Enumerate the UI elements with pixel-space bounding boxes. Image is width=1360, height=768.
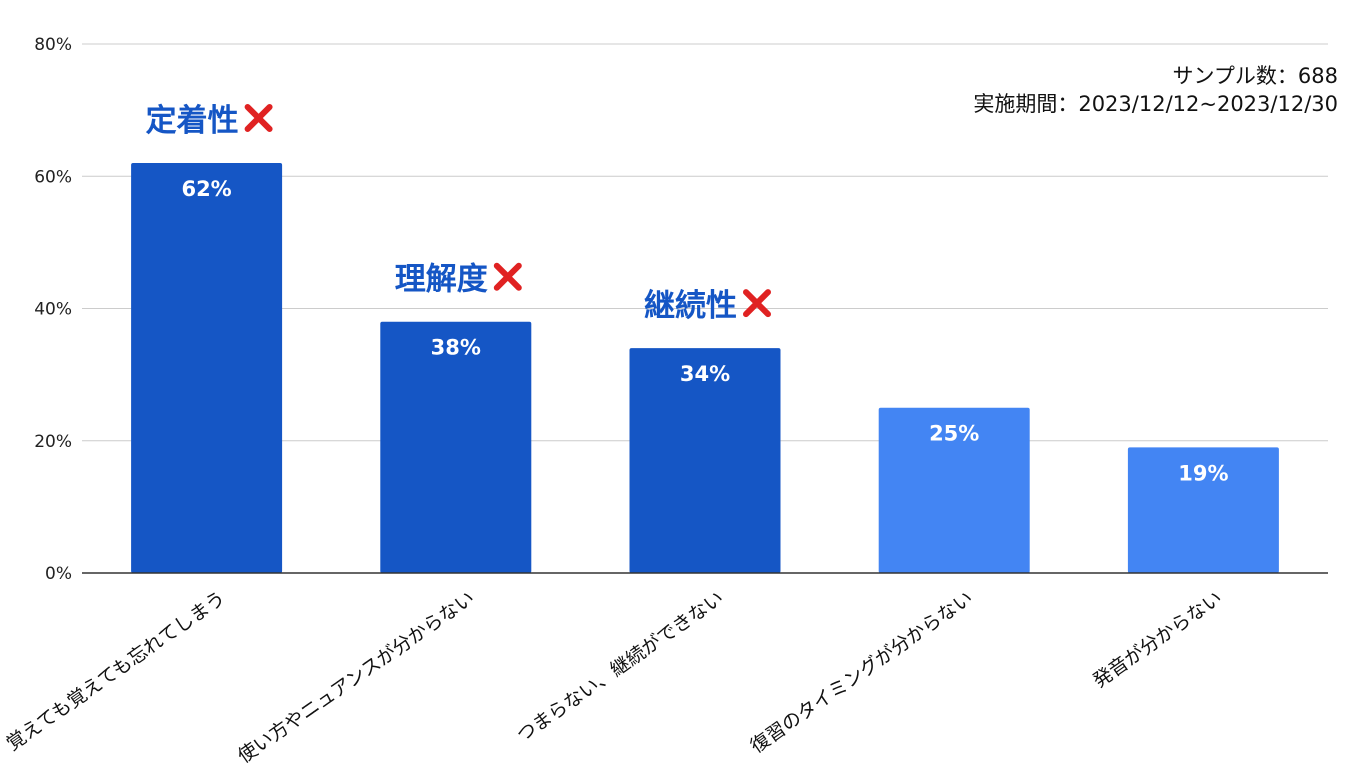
sample-size-label: サンプル数：688 <box>1172 64 1338 88</box>
cross-icon <box>743 289 771 318</box>
bar-value-labels: 62% 38% 34% 25% 19% <box>181 177 1228 485</box>
bar-value-label: 34% <box>680 362 730 386</box>
x-category-label: 使い方やニュアンスが分からない <box>234 587 479 768</box>
annotation-label: 定着性 <box>146 103 239 139</box>
survey-info: サンプル数：688 実施期間：2023/12/12~2023/12/30 <box>973 62 1338 118</box>
y-tick-label: 20% <box>34 432 72 452</box>
bar <box>380 321 532 573</box>
cross-icon <box>493 262 522 291</box>
annotation-label: 継続性 <box>644 288 737 324</box>
bar-value-label: 25% <box>929 422 979 446</box>
bar <box>629 348 781 573</box>
bars <box>131 163 1279 573</box>
bar-value-label: 62% <box>181 177 231 201</box>
bar-annotation: 定着性 <box>146 103 273 139</box>
bar <box>878 407 1030 573</box>
bar-annotation: 継続性 <box>644 288 771 324</box>
x-category-label: 復習のタイミングが分からない <box>747 587 978 758</box>
y-tick-label: 60% <box>34 167 72 187</box>
y-tick-label: 0% <box>45 564 72 584</box>
cross-icon <box>244 104 273 133</box>
annotation-label: 理解度 <box>395 262 488 298</box>
bar-value-label: 38% <box>431 336 481 360</box>
y-tick-label: 40% <box>34 300 72 320</box>
bar-annotation: 理解度 <box>395 262 522 298</box>
x-axis-category-labels: 覚えても覚えても忘れてしまう 使い方やニュアンスが分からない つまらない、継続ができ… <box>3 587 1227 768</box>
x-category-label: 覚えても覚えても忘れてしまう <box>3 587 230 755</box>
y-tick-label: 80% <box>34 35 72 55</box>
y-axis-ticks: 0% 20% 40% 60% 80% <box>34 35 72 584</box>
survey-period-label: 実施期間：2023/12/12~2023/12/30 <box>973 92 1338 116</box>
bar <box>1127 447 1279 573</box>
bar <box>131 163 283 573</box>
x-category-label: つまらない、継続ができない <box>513 587 728 747</box>
bar-value-label: 19% <box>1178 461 1228 485</box>
x-category-label: 発音が分からない <box>1089 587 1226 692</box>
